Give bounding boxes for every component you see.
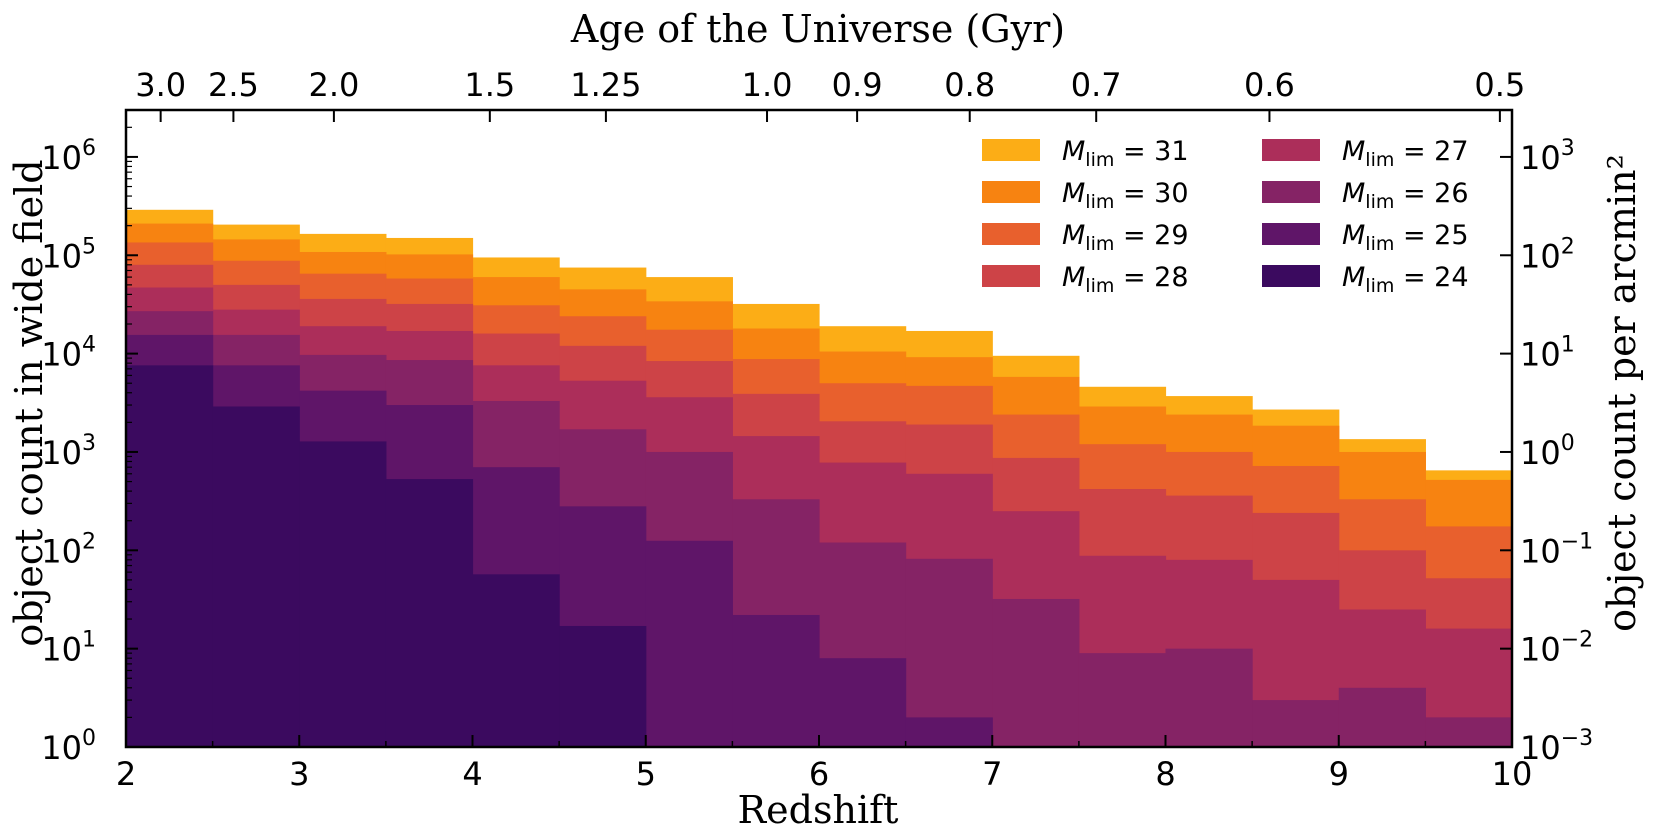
- y-tick-label-4: 104: [41, 333, 96, 374]
- bar-26-11: [1078, 653, 1167, 747]
- bar-26-12: [1165, 648, 1253, 747]
- legend-label-28: Mlim = 28: [1062, 262, 1189, 297]
- bar-25-8: [819, 658, 907, 747]
- legend-swatch-30: [982, 181, 1040, 203]
- y-axis-label: object count in wide field: [7, 159, 51, 646]
- legend-label-25: Mlim = 25: [1342, 220, 1469, 255]
- bar-24-4: [472, 574, 560, 747]
- x-tick-label-10: 10: [1492, 755, 1533, 793]
- legend: Mlim = 31 Mlim = 30 Mlim = 29 Mlim = 28 Mlim…: [982, 136, 1469, 297]
- right-tick-label-1: 10−2: [1520, 628, 1593, 669]
- legend-entry-26: Mlim = 26: [1262, 178, 1469, 213]
- right-tick-label-2: 10−1: [1520, 529, 1593, 570]
- bar-24-2: [299, 441, 387, 747]
- x-tick-label-3: 3: [289, 755, 309, 793]
- top-tick-label-1.25: 1.25: [570, 66, 641, 104]
- y-tick-label-5: 105: [41, 234, 96, 275]
- legend-swatch-31: [982, 139, 1040, 161]
- x-tick-label-2: 2: [116, 755, 136, 793]
- legend-label-24: Mlim = 24: [1342, 262, 1469, 297]
- legend-swatch-28: [982, 265, 1040, 287]
- legend-swatch-26: [1262, 181, 1320, 203]
- x-tick-label-9: 9: [1329, 755, 1349, 793]
- top-tick-label-2.0: 2.0: [308, 66, 359, 104]
- right-tick-label-0: 10−3: [1520, 726, 1593, 767]
- y-tick-label-6: 106: [41, 136, 96, 177]
- legend-label-29: Mlim = 29: [1062, 220, 1189, 255]
- y-tick-label-0: 100: [41, 726, 96, 767]
- bar-24-3: [385, 479, 474, 747]
- legend-entry-28: Mlim = 28: [982, 262, 1189, 297]
- legend-entry-29: Mlim = 29: [982, 220, 1189, 255]
- legend-swatch-29: [982, 223, 1040, 245]
- legend-entry-30: Mlim = 30: [982, 178, 1189, 213]
- top-tick-label-0.7: 0.7: [1071, 66, 1122, 104]
- bar-26-10: [992, 598, 1080, 747]
- bar-26-15: [1425, 717, 1513, 747]
- right-tick-label-3: 100: [1520, 431, 1575, 472]
- legend-label-27: Mlim = 27: [1342, 136, 1469, 171]
- right-tick-label-6: 103: [1520, 136, 1575, 177]
- right-axis-label-text: object count per arcmin²: [1600, 154, 1644, 632]
- bar-26-14: [1338, 687, 1426, 747]
- bar-26-13: [1252, 700, 1340, 747]
- legend-label-30: Mlim = 30: [1062, 178, 1189, 213]
- top-tick-label-1.5: 1.5: [464, 66, 515, 104]
- top-axis-label: Age of the Universe (Gyr): [570, 7, 1065, 51]
- x-tick-label-8: 8: [1155, 755, 1175, 793]
- top-tick-label-0.5: 0.5: [1474, 66, 1525, 104]
- x-tick-label-5: 5: [636, 755, 656, 793]
- y-tick-label-2: 102: [41, 529, 96, 570]
- bar-26-9: [905, 558, 993, 747]
- x-tick-label-6: 6: [809, 755, 829, 793]
- x-tick-label-4: 4: [462, 755, 482, 793]
- x-axis-label: Redshift: [738, 788, 899, 832]
- bar-25-6: [645, 540, 733, 747]
- legend-entry-27: Mlim = 27: [1262, 136, 1469, 171]
- top-tick-label-0.8: 0.8: [944, 66, 995, 104]
- legend-label-31: Mlim = 31: [1062, 136, 1189, 171]
- y-tick-label-1: 101: [41, 628, 96, 669]
- right-tick-label-5: 102: [1520, 234, 1575, 275]
- bar-24-0: [126, 365, 214, 747]
- histogram-bars: [126, 209, 1513, 748]
- y-tick-label-3: 103: [41, 431, 96, 472]
- axes: 2 3 4 5 6 7 8 9 10 3.0 2.5 2.0 1.5 1.25 1.0 0.9 0.8 0.7 0.…: [41, 66, 1593, 793]
- top-tick-label-0.6: 0.6: [1244, 66, 1295, 104]
- legend-label-26: Mlim = 26: [1342, 178, 1469, 213]
- legend-entry-24: Mlim = 24: [1262, 262, 1469, 297]
- right-tick-label-4: 101: [1520, 333, 1575, 374]
- legend-swatch-24: [1262, 265, 1320, 287]
- bar-25-9: [905, 717, 993, 747]
- legend-entry-31: Mlim = 31: [982, 136, 1189, 171]
- bar-24-1: [212, 406, 300, 747]
- right-axis-label: object count per arcmin²: [1600, 154, 1644, 632]
- x-tick-label-7: 7: [982, 755, 1002, 793]
- legend-entry-25: Mlim = 25: [1262, 220, 1469, 255]
- top-tick-label-3.0: 3.0: [135, 66, 186, 104]
- top-tick-label-0.9: 0.9: [832, 66, 883, 104]
- top-tick-label-2.5: 2.5: [208, 66, 259, 104]
- bar-24-5: [559, 625, 647, 747]
- legend-swatch-27: [1262, 139, 1320, 161]
- series-24: [126, 365, 647, 747]
- legend-swatch-25: [1262, 223, 1320, 245]
- top-tick-label-1.0: 1.0: [742, 66, 793, 104]
- bar-25-7: [732, 614, 820, 747]
